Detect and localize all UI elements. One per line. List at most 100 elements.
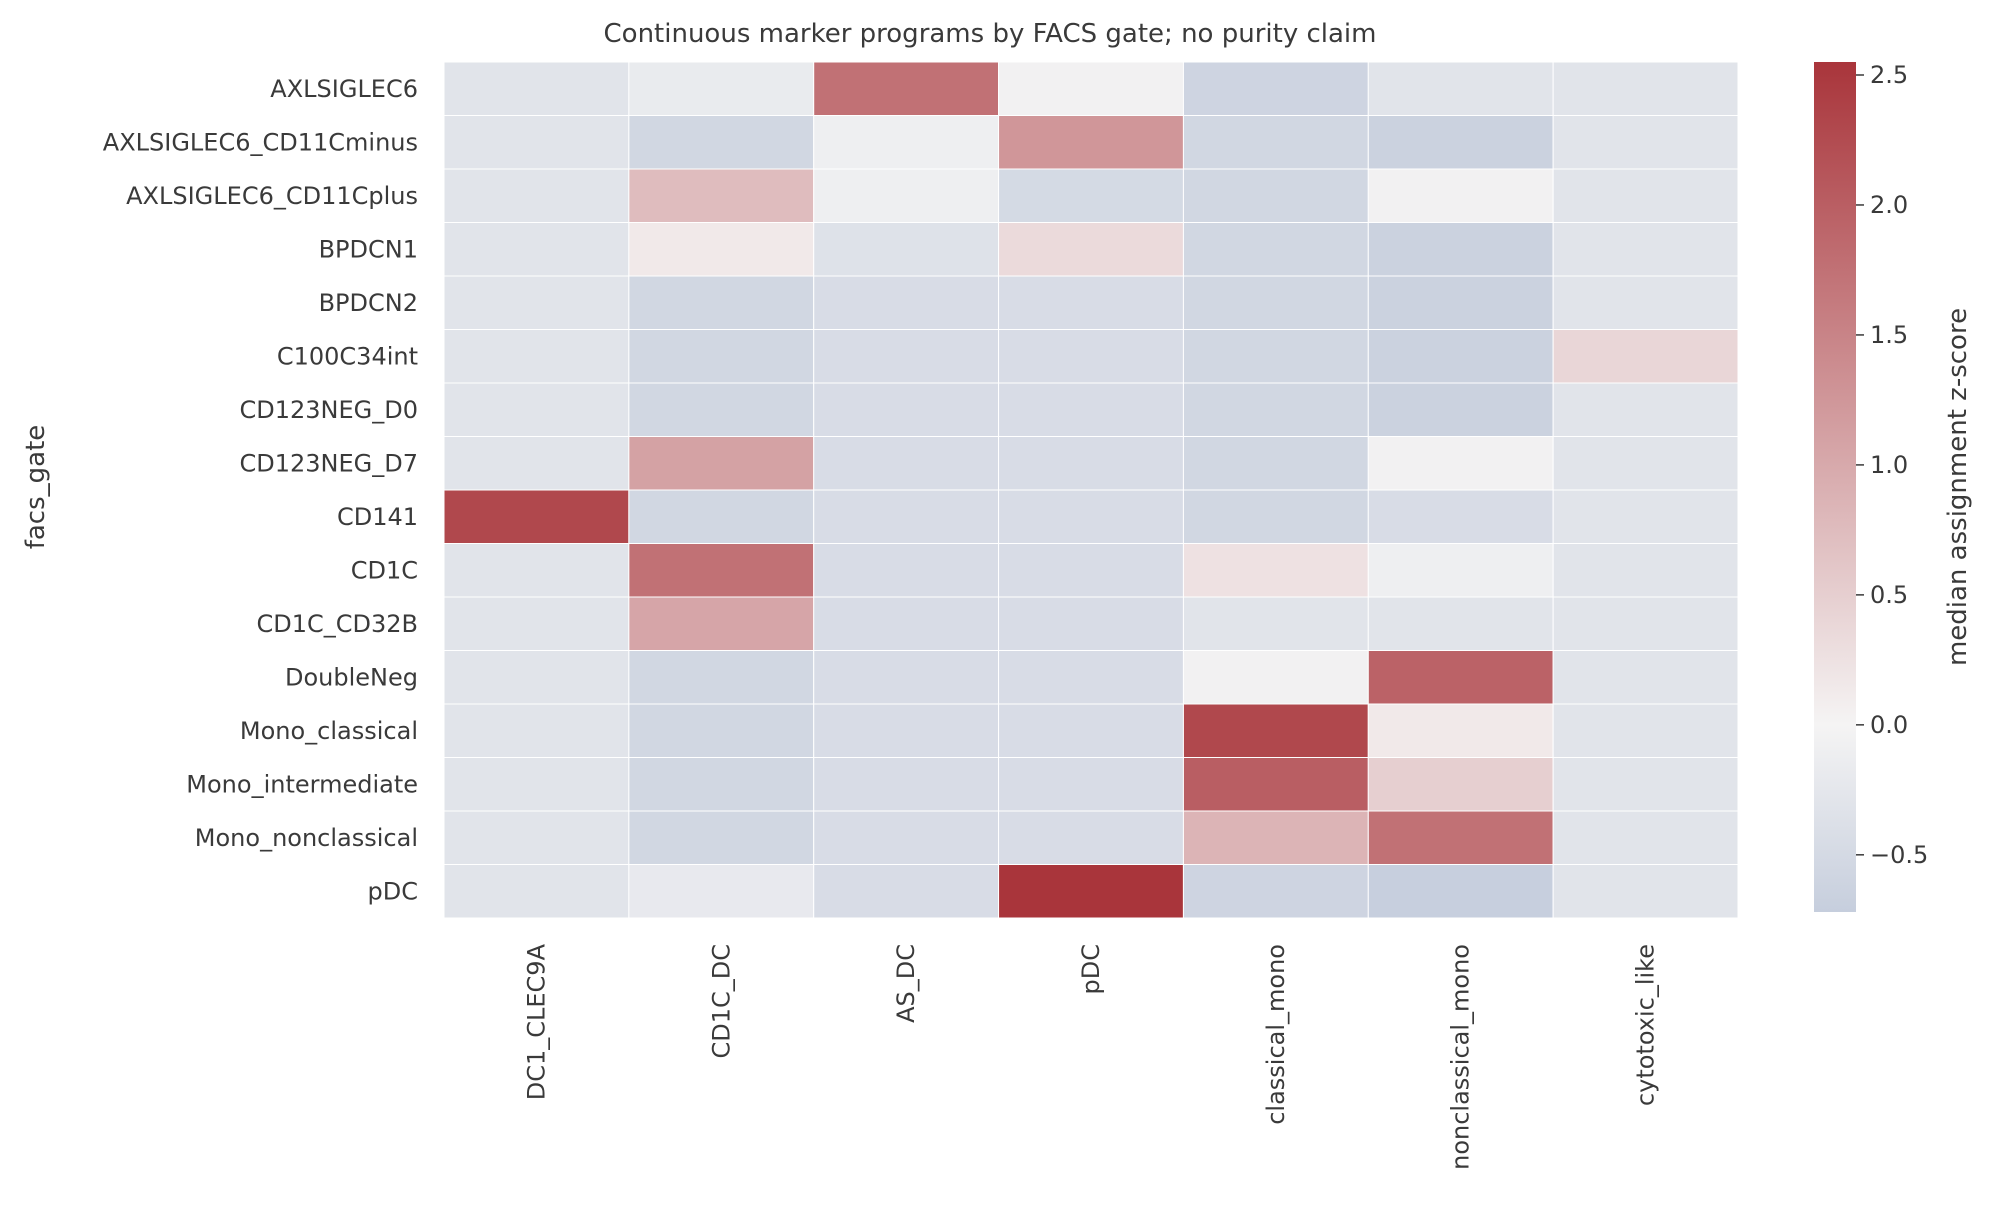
- row-labels: AXLSIGLEC6 AXLSIGLEC6_CD11Cminus AXLSIGLEC…: [103, 75, 418, 906]
- colorbar-tick-label: 1.5: [1870, 321, 1908, 349]
- row-label: CD123NEG_D7: [239, 449, 418, 477]
- colorbar: [1814, 62, 1856, 912]
- row-label: BPDCN2: [319, 289, 418, 317]
- heatmap-cell: [1367, 757, 1554, 812]
- colorbar-tick-label: −0.5: [1870, 841, 1928, 869]
- heatmap-cell: [998, 703, 1184, 758]
- heatmap-cell: [998, 543, 1184, 598]
- heatmap-cell: [443, 61, 630, 116]
- heatmap-cell: [1552, 757, 1739, 812]
- heatmap-cell: [813, 757, 1000, 812]
- row-label: AXLSIGLEC6: [270, 75, 418, 103]
- heatmap-cell: [1367, 382, 1554, 437]
- heatmap-cell: [1182, 275, 1369, 330]
- heatmap-cell: [628, 596, 815, 651]
- heatmap-cell: [1367, 810, 1554, 865]
- column-label: nonclassical_mono: [1447, 944, 1475, 1170]
- heatmap-cell: [628, 543, 815, 598]
- heatmap-cell: [628, 650, 815, 705]
- heatmap-cell: [628, 382, 815, 437]
- heatmap-cell: [628, 61, 815, 116]
- row-label: pDC: [368, 877, 418, 905]
- heatmap-cell: [1182, 543, 1369, 598]
- heatmap-cell: [628, 275, 815, 330]
- colorbar-label: median assignment z-score: [1943, 308, 1973, 666]
- colorbar-tick-label: 2.5: [1870, 61, 1908, 89]
- heatmap-cell: [1182, 115, 1369, 170]
- heatmap-cell: [1367, 596, 1554, 651]
- heatmap-cell: [813, 275, 1000, 330]
- heatmap-cell: [1182, 810, 1369, 865]
- heatmap-cell: [1552, 61, 1739, 116]
- column-label: classical_mono: [1262, 944, 1290, 1125]
- heatmap-cell: [1182, 382, 1369, 437]
- heatmap-cell: [1182, 61, 1369, 116]
- heatmap-cell: [1552, 168, 1739, 223]
- heatmap-cell: [1367, 543, 1554, 598]
- heatmap-cell: [1182, 596, 1369, 651]
- heatmap-cell: [813, 596, 1000, 651]
- column-labels: DC1_CLEC9A CD1C_DC AS_DC pDC classical_mono n…: [522, 943, 1659, 1169]
- heatmap-cell: [813, 115, 1000, 170]
- heatmap-cell: [628, 810, 815, 865]
- heatmap-cell: [443, 222, 630, 277]
- heatmap-cell: [1367, 489, 1554, 544]
- colorbar-ticks: 2.5 2.0 1.5 1.0 0.5 0.0 −0.5: [1856, 61, 1928, 869]
- row-label: CD123NEG_D0: [239, 396, 418, 424]
- row-label: BPDCN1: [319, 235, 418, 263]
- heatmap-cell: [443, 703, 630, 758]
- heatmap-cell: [1182, 168, 1369, 223]
- heatmap-cell: [998, 489, 1184, 544]
- heatmap-cell: [443, 489, 630, 544]
- heatmap-cell: [628, 436, 815, 491]
- heatmap-cell: [1367, 275, 1554, 330]
- heatmap-cell: [1182, 329, 1369, 384]
- heatmap-cell: [1367, 329, 1554, 384]
- colorbar-tick-label: 0.5: [1870, 581, 1908, 609]
- row-label: CD1C: [351, 556, 418, 584]
- heatmap-cell: [998, 864, 1184, 919]
- heatmap-cell: [998, 757, 1184, 812]
- heatmap-cell: [1552, 275, 1739, 330]
- heatmap-cell: [998, 115, 1184, 170]
- heatmap-cell: [1367, 222, 1554, 277]
- heatmap-cell: [813, 489, 1000, 544]
- heatmap-cell: [443, 382, 630, 437]
- heatmap-cell: [443, 810, 630, 865]
- heatmap-cell: [1367, 61, 1554, 116]
- heatmap-cell: [813, 703, 1000, 758]
- row-label: AXLSIGLEC6_CD11Cminus: [103, 128, 418, 156]
- heatmap-cell: [1552, 329, 1739, 384]
- heatmap-cell: [443, 864, 630, 919]
- heatmap-cell: [628, 115, 815, 170]
- colorbar-tick-label: 1.0: [1870, 451, 1908, 479]
- heatmap-cell: [998, 329, 1184, 384]
- heatmap-cell: [1552, 115, 1739, 170]
- heatmap-cell: [628, 757, 815, 812]
- heatmap-cell: [443, 757, 630, 812]
- colorbar-tick-label: 0.0: [1870, 711, 1908, 739]
- heatmap-cell: [1552, 596, 1739, 651]
- heatmap-cell: [813, 436, 1000, 491]
- heatmap-cell: [628, 864, 815, 919]
- heatmap-cell: [1367, 703, 1554, 758]
- heatmap-cell: [998, 168, 1184, 223]
- heatmap-cell: [998, 61, 1184, 116]
- heatmap-cell: [443, 543, 630, 598]
- heatmap-cell: [1367, 168, 1554, 223]
- heatmap-cell: [998, 275, 1184, 330]
- row-label: CD1C_CD32B: [256, 610, 418, 638]
- heatmap-cell: [443, 650, 630, 705]
- heatmap-cell: [1552, 543, 1739, 598]
- heatmap-cell: [1182, 489, 1369, 544]
- heatmap-cell: [813, 382, 1000, 437]
- row-label: Mono_classical: [240, 717, 418, 745]
- heatmap-cell: [1182, 436, 1369, 491]
- heatmap-cell: [1367, 650, 1554, 705]
- heatmap-cell: [998, 810, 1184, 865]
- heatmap-cell: [628, 703, 815, 758]
- heatmap-cell: [443, 115, 630, 170]
- heatmap-cell: [1367, 864, 1554, 919]
- heatmap-cell: [813, 864, 1000, 919]
